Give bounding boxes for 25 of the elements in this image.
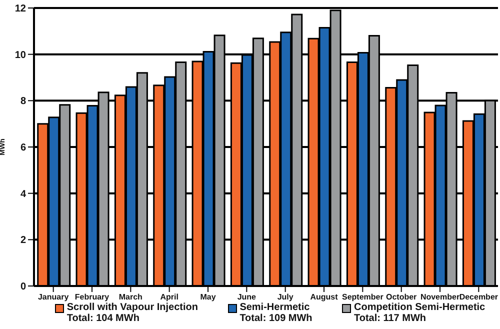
text: Total: 104 MWh <box>66 313 140 324</box>
y-tick-label: 6 <box>20 142 26 154</box>
x-tick-label: February <box>74 292 110 302</box>
y-tick-label: 4 <box>20 188 26 200</box>
x-tick-label: April <box>160 292 178 302</box>
y-tick-label: 2 <box>20 235 26 246</box>
x-tick-label: June <box>237 292 257 302</box>
x-tick-label: October <box>386 292 417 302</box>
x-tick-label: August <box>310 292 338 302</box>
y-tick-label: 0 <box>20 282 26 293</box>
legend-label: Scroll with Vapour Injection <box>66 302 198 313</box>
x-tick-label: September <box>342 292 384 302</box>
x-tick-label: December <box>459 292 498 302</box>
y-tick-label: 10 <box>14 50 26 61</box>
x-tick-label: January <box>38 292 70 302</box>
x-tick-label: November <box>420 292 460 302</box>
y-tick-label: 12 <box>14 4 26 15</box>
x-tick-label: July <box>277 292 294 302</box>
legend-label: Competition Semi-Hermetic <box>354 302 486 313</box>
text: Total: 109 MWh <box>240 313 312 324</box>
x-tick-label: May <box>200 292 216 302</box>
x-tick-label: March <box>118 292 143 302</box>
y-tick-label: 8 <box>20 96 26 108</box>
legend-label: Semi-Hermetic <box>240 302 311 313</box>
text: Total: 117 MWh <box>354 313 428 324</box>
